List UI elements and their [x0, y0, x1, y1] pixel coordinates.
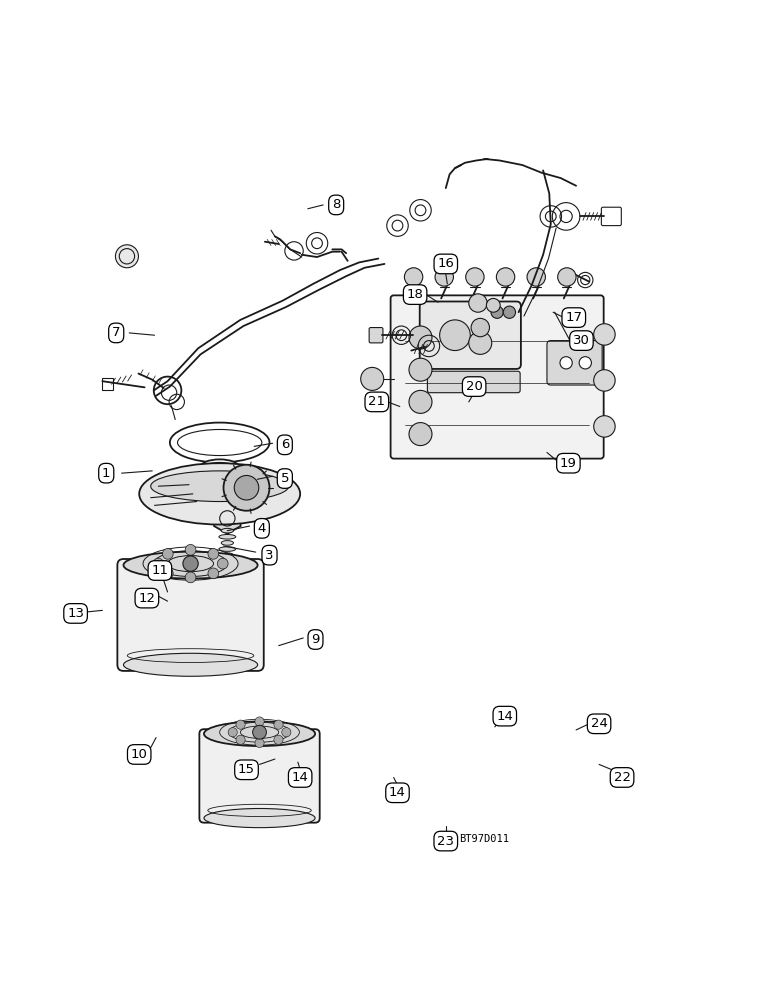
Ellipse shape — [204, 808, 315, 828]
Circle shape — [557, 268, 576, 286]
Circle shape — [469, 294, 487, 312]
Circle shape — [162, 548, 173, 559]
Ellipse shape — [219, 559, 235, 564]
FancyBboxPatch shape — [199, 729, 320, 823]
Ellipse shape — [222, 528, 233, 533]
Text: 1: 1 — [102, 467, 110, 480]
Circle shape — [252, 725, 266, 739]
Ellipse shape — [201, 459, 239, 475]
Ellipse shape — [124, 653, 258, 676]
Text: 14: 14 — [292, 771, 309, 784]
Text: 9: 9 — [311, 633, 320, 646]
Circle shape — [208, 568, 218, 579]
Text: 12: 12 — [138, 592, 155, 605]
Text: 5: 5 — [280, 472, 289, 485]
Circle shape — [594, 416, 615, 437]
Circle shape — [274, 720, 283, 729]
Circle shape — [224, 465, 269, 511]
Circle shape — [116, 245, 138, 268]
Circle shape — [234, 475, 259, 500]
Circle shape — [361, 367, 384, 390]
Text: 22: 22 — [614, 771, 631, 784]
Ellipse shape — [204, 722, 315, 746]
Text: 16: 16 — [438, 257, 454, 270]
Text: 24: 24 — [591, 717, 608, 730]
Text: 30: 30 — [573, 334, 590, 347]
Text: 15: 15 — [238, 763, 255, 776]
Circle shape — [405, 268, 423, 286]
Text: 18: 18 — [407, 288, 424, 301]
Circle shape — [527, 268, 546, 286]
Circle shape — [486, 298, 500, 312]
Ellipse shape — [222, 541, 233, 545]
Ellipse shape — [206, 462, 233, 472]
Ellipse shape — [151, 471, 289, 502]
Text: 4: 4 — [258, 522, 266, 535]
Circle shape — [274, 735, 283, 744]
Text: 11: 11 — [151, 564, 168, 577]
FancyBboxPatch shape — [547, 341, 602, 385]
Circle shape — [185, 544, 196, 555]
Text: 6: 6 — [281, 438, 289, 451]
Circle shape — [208, 548, 218, 559]
Text: BT97D011: BT97D011 — [459, 834, 509, 844]
Text: 7: 7 — [112, 326, 120, 339]
Text: 14: 14 — [496, 710, 513, 723]
Ellipse shape — [178, 429, 262, 456]
Circle shape — [435, 268, 453, 286]
Text: 10: 10 — [130, 748, 147, 761]
Ellipse shape — [170, 423, 269, 462]
Circle shape — [409, 326, 432, 349]
Circle shape — [282, 728, 291, 737]
FancyBboxPatch shape — [428, 371, 520, 393]
FancyBboxPatch shape — [369, 328, 383, 343]
FancyBboxPatch shape — [601, 207, 621, 226]
FancyBboxPatch shape — [420, 301, 521, 369]
Circle shape — [469, 331, 492, 354]
Circle shape — [594, 370, 615, 391]
Ellipse shape — [222, 553, 233, 557]
Circle shape — [471, 318, 489, 337]
Circle shape — [439, 320, 470, 351]
FancyBboxPatch shape — [391, 295, 604, 459]
Circle shape — [255, 738, 264, 748]
Circle shape — [503, 306, 516, 318]
Circle shape — [236, 735, 245, 744]
Ellipse shape — [139, 463, 300, 525]
Text: 13: 13 — [67, 607, 84, 620]
Ellipse shape — [219, 534, 235, 539]
Circle shape — [183, 556, 198, 571]
Circle shape — [491, 306, 503, 318]
Circle shape — [560, 357, 572, 369]
Circle shape — [162, 568, 173, 579]
Text: 19: 19 — [560, 457, 577, 470]
FancyBboxPatch shape — [117, 559, 264, 671]
Circle shape — [255, 717, 264, 726]
Polygon shape — [103, 378, 113, 390]
Ellipse shape — [124, 552, 258, 579]
Text: 23: 23 — [437, 835, 454, 848]
Circle shape — [579, 357, 591, 369]
Text: 3: 3 — [266, 549, 274, 562]
Circle shape — [228, 728, 237, 737]
Circle shape — [496, 268, 515, 286]
Polygon shape — [214, 503, 241, 534]
Circle shape — [594, 324, 615, 345]
Circle shape — [409, 390, 432, 413]
Ellipse shape — [219, 547, 235, 551]
Text: 20: 20 — [466, 380, 482, 393]
Text: 17: 17 — [565, 311, 582, 324]
Circle shape — [466, 268, 484, 286]
Circle shape — [409, 423, 432, 446]
Circle shape — [185, 572, 196, 583]
Circle shape — [218, 558, 228, 569]
Circle shape — [409, 358, 432, 381]
Circle shape — [236, 720, 245, 729]
Text: 8: 8 — [332, 198, 340, 211]
Text: 14: 14 — [389, 786, 406, 799]
Circle shape — [153, 558, 164, 569]
Text: 21: 21 — [368, 395, 385, 408]
